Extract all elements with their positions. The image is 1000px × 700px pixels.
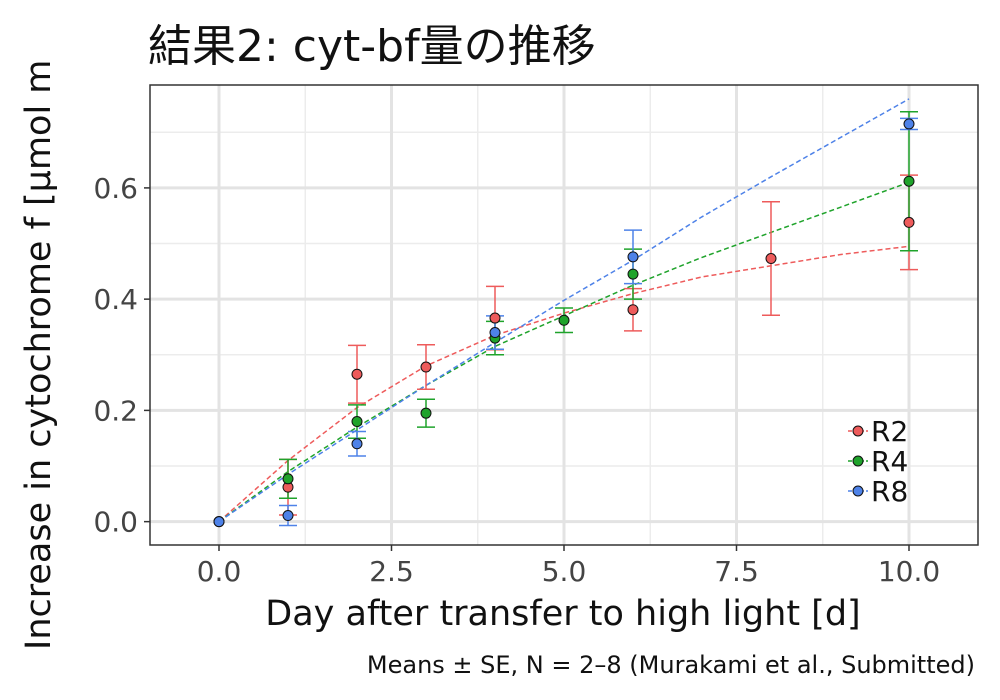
data-point-r4 bbox=[903, 175, 915, 187]
data-point-r2 bbox=[351, 368, 363, 380]
data-point-r4 bbox=[627, 268, 639, 280]
data-point-r2 bbox=[489, 312, 501, 324]
data-points bbox=[213, 118, 915, 528]
chart-title: 結果2: cyt-bf量の推移 bbox=[148, 21, 596, 72]
data-point-r2 bbox=[627, 304, 639, 316]
legend-marker bbox=[852, 485, 864, 497]
x-tick-label: 2.5 bbox=[369, 555, 414, 588]
data-point-r8 bbox=[282, 510, 294, 522]
legend-label: R8 bbox=[871, 475, 908, 508]
data-point-r8 bbox=[489, 327, 501, 339]
legend-item-r2: R2 bbox=[848, 415, 908, 448]
x-axis-label: Day after transfer to high light [d] bbox=[265, 594, 860, 634]
x-tick-label: 5.0 bbox=[542, 555, 587, 588]
data-point-r4 bbox=[351, 416, 363, 428]
x-tick-label: 10.0 bbox=[878, 555, 940, 588]
y-tick-label: 0.4 bbox=[93, 283, 138, 316]
legend-item-r8: R8 bbox=[848, 475, 908, 508]
grid-lines bbox=[150, 85, 978, 545]
x-tick-label: 7.5 bbox=[714, 555, 759, 588]
data-point-r8 bbox=[903, 118, 915, 130]
y-axis-label-group: Increase in cytochrome f [μmol m bbox=[19, 60, 59, 650]
data-point-r2 bbox=[903, 216, 915, 228]
legend-label: R4 bbox=[871, 445, 908, 478]
plot-panel-border bbox=[149, 84, 979, 546]
trend-line-r2 bbox=[218, 245, 910, 523]
trend-line-r8 bbox=[218, 98, 910, 523]
data-point-r2 bbox=[765, 253, 777, 265]
y-axis-label: Increase in cytochrome f [μmol m bbox=[19, 60, 59, 650]
data-point-r8 bbox=[627, 251, 639, 263]
legend-marker bbox=[852, 425, 864, 437]
data-point-r4 bbox=[558, 314, 570, 326]
legend-item-r4: R4 bbox=[848, 445, 908, 478]
data-point-r2 bbox=[420, 361, 432, 373]
chart-caption: Means ± SE, N = 2–8 (Murakami et al., Su… bbox=[367, 651, 975, 679]
axis-ticks: 0.0 2.5 5.0 7.5 10.0 0.0 0.2 0.4 0.6 bbox=[93, 172, 940, 588]
data-point-r8 bbox=[213, 516, 225, 528]
legend-marker bbox=[852, 455, 864, 467]
data-point-r4 bbox=[282, 473, 294, 485]
x-tick-label: 0.0 bbox=[197, 555, 242, 588]
y-tick-label: 0.2 bbox=[93, 394, 138, 427]
data-point-r4 bbox=[420, 407, 432, 419]
data-point-r8 bbox=[351, 438, 363, 450]
y-tick-label: 0.0 bbox=[93, 506, 138, 539]
y-tick-label: 0.6 bbox=[93, 172, 138, 205]
legend-label: R2 bbox=[871, 415, 908, 448]
